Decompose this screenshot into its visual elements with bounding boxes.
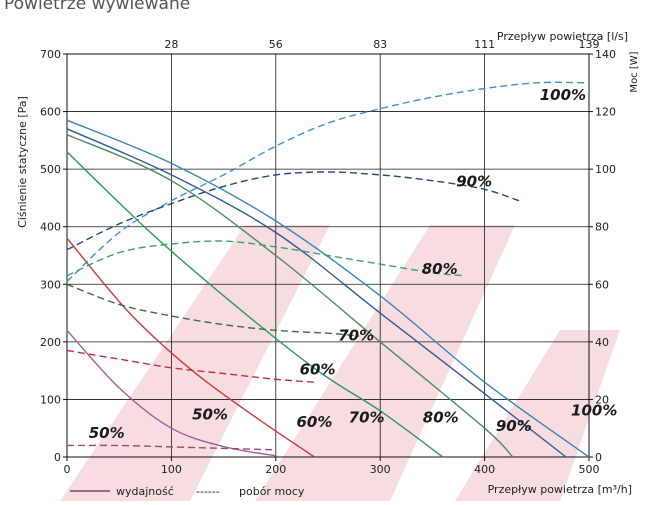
curve-label: 100% xyxy=(540,86,586,104)
x2-tick-label: 56 xyxy=(269,38,283,51)
y-tick-label: 200 xyxy=(40,336,61,349)
curve-label: 60% xyxy=(300,361,336,379)
x2-tick-label: 28 xyxy=(164,38,178,51)
curve-label: 70% xyxy=(349,408,385,426)
x-tick-label: 200 xyxy=(265,463,286,476)
legend-dashed-label: pobór mocy xyxy=(239,485,305,498)
x2-tick-label: 139 xyxy=(579,38,600,51)
power-curve-50 xyxy=(66,444,276,451)
power-curve-90 xyxy=(66,171,520,251)
x-tick-label: 0 xyxy=(64,463,71,476)
y-tick-label: 600 xyxy=(40,106,61,119)
curve-label: 70% xyxy=(338,327,374,345)
y-tick-label: 500 xyxy=(40,163,61,176)
x-tick-label: 100 xyxy=(161,463,182,476)
y-tick-label: 700 xyxy=(40,48,61,61)
watermark-logo xyxy=(60,225,620,501)
y2-tick-label: 0 xyxy=(595,451,602,464)
x-tick-label: 500 xyxy=(579,463,600,476)
pressure-curve-70 xyxy=(66,151,444,458)
y-tick-label: 400 xyxy=(40,221,61,234)
y-tick-label: 0 xyxy=(54,451,61,464)
pressure-curve-100 xyxy=(66,119,590,458)
legend-solid-label: wydajność xyxy=(116,485,174,498)
y2-tick-label: 60 xyxy=(595,278,609,291)
curve-label: 80% xyxy=(423,408,459,426)
y2-axis-label: Moc [W] xyxy=(629,51,640,92)
pressure-curve-90 xyxy=(66,128,567,458)
power-curve-80 xyxy=(66,240,464,277)
y2-tick-label: 80 xyxy=(595,221,609,234)
chart-title: Powietrze wywiewane xyxy=(4,0,191,14)
curve-label: 90% xyxy=(496,417,532,435)
legend-dashed-sample: ------ xyxy=(196,485,220,498)
curve-label: 60% xyxy=(296,413,332,431)
x2-tick-label: 83 xyxy=(373,38,387,51)
curve-label: 100% xyxy=(571,402,617,420)
power-curve-60 xyxy=(66,349,315,383)
watermark-shape xyxy=(455,330,620,501)
x-tick-label: 400 xyxy=(474,463,495,476)
watermark-shape xyxy=(255,225,515,501)
watermark-shape xyxy=(60,225,330,501)
y2-tick-label: 100 xyxy=(595,163,616,176)
y2-tick-label: 20 xyxy=(595,393,609,406)
y2-tick-label: 140 xyxy=(595,48,616,61)
x-axis-label: Przepływ powietrza [m³/h] xyxy=(488,483,632,496)
curve-label: 50% xyxy=(89,424,125,442)
y-tick-label: 300 xyxy=(40,278,61,291)
y2-tick-label: 120 xyxy=(595,106,616,119)
power-curve-70 xyxy=(66,283,360,337)
plot-frame xyxy=(66,53,590,458)
y-tick-label: 100 xyxy=(40,393,61,406)
y-axis-label: Ciśnienie statyczne [Pa] xyxy=(16,96,29,228)
x-tick-label: 300 xyxy=(370,463,391,476)
x2-axis-label: Przepływ powietrza [l/s] xyxy=(497,30,628,43)
curve-label: 80% xyxy=(422,260,458,278)
curve-label: 50% xyxy=(192,406,228,424)
x2-tick-label: 111 xyxy=(474,38,495,51)
curve-label: 90% xyxy=(456,172,492,190)
power-curve-100 xyxy=(66,81,590,282)
pressure-curve-50 xyxy=(66,329,276,457)
y2-tick-label: 40 xyxy=(595,336,609,349)
pressure-curve-80 xyxy=(66,133,514,458)
